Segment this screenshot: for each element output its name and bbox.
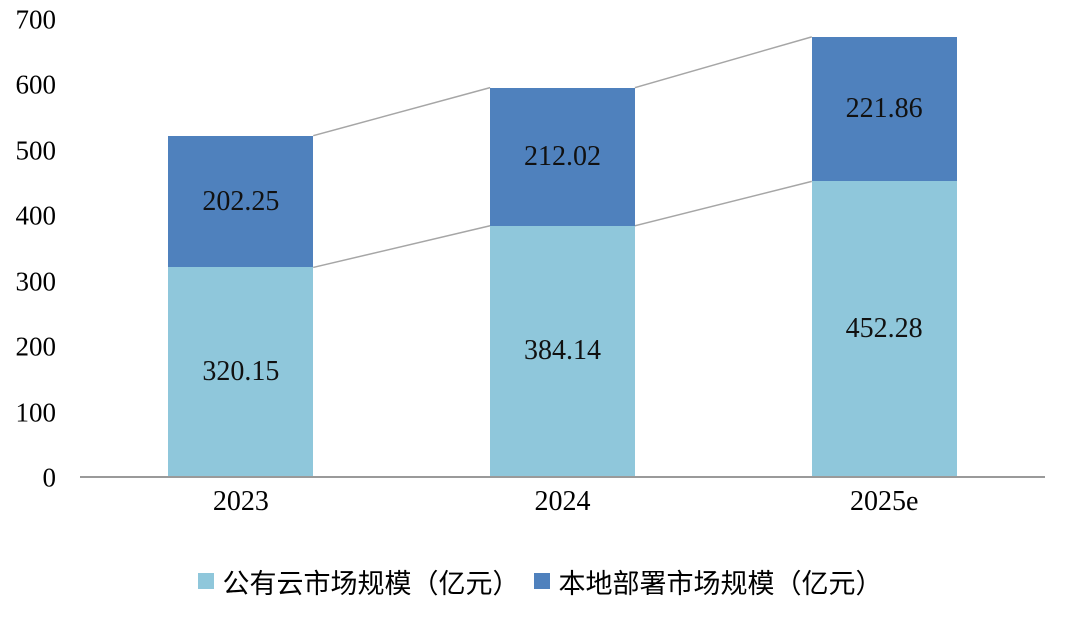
bar-value-label: 221.86: [845, 93, 923, 125]
y-axis: 0 100 200 300 400 500 600 700: [0, 6, 62, 491]
connector-line: [635, 37, 812, 88]
bar-value-label: 212.02: [524, 140, 601, 172]
connector-line: [635, 181, 812, 225]
y-tick-label: 0: [42, 462, 57, 493]
x-category-label: 2023: [212, 486, 269, 517]
bar-value-label: 320.15: [202, 355, 280, 387]
legend-swatch-icon: [533, 573, 550, 589]
y-tick-label: 600: [15, 69, 57, 100]
bar-value-label: 202.25: [202, 185, 280, 217]
legend-swatch-icon: [197, 573, 214, 589]
legend: 公有云市场规模（亿元） 本地部署市场规模（亿元）: [0, 563, 1080, 599]
bar-segment-2024-1: 212.02: [490, 87, 635, 226]
bar-segment-2023-0: 320.15: [168, 267, 314, 476]
legend-label: 本地部署市场规模（亿元）: [558, 568, 883, 599]
y-tick-label: 700: [15, 4, 57, 35]
y-tick-label: 400: [15, 200, 57, 231]
x-axis: 2023 2024 2025e: [80, 486, 1045, 526]
bar-segment-2025e-0: 452.28: [811, 181, 957, 476]
bar-value-label: 384.14: [524, 334, 601, 366]
x-category-label: 2025e: [849, 486, 919, 517]
y-tick-label: 100: [15, 397, 57, 428]
legend-label: 公有云市场规模（亿元）: [222, 568, 520, 599]
bar-segment-2025e-1: 221.86: [811, 36, 957, 182]
plot-area: 320.15 202.25 384.14 212.02 452.28 221.86: [80, 20, 1045, 478]
legend-item-1: 本地部署市场规模（亿元）: [533, 562, 883, 601]
legend-item-0: 公有云市场规模（亿元）: [197, 562, 520, 601]
y-tick-label: 500: [15, 135, 57, 166]
y-tick-label: 200: [15, 331, 57, 362]
bar-segment-2024-0: 384.14: [490, 225, 635, 476]
connector-line: [313, 88, 490, 136]
bar-value-label: 452.28: [845, 312, 923, 344]
connector-lines: [80, 20, 1045, 476]
bar-segment-2023-1: 202.25: [168, 135, 314, 268]
y-tick-label: 300: [15, 266, 57, 297]
connector-line: [313, 226, 490, 268]
x-category-label: 2024: [534, 486, 591, 517]
